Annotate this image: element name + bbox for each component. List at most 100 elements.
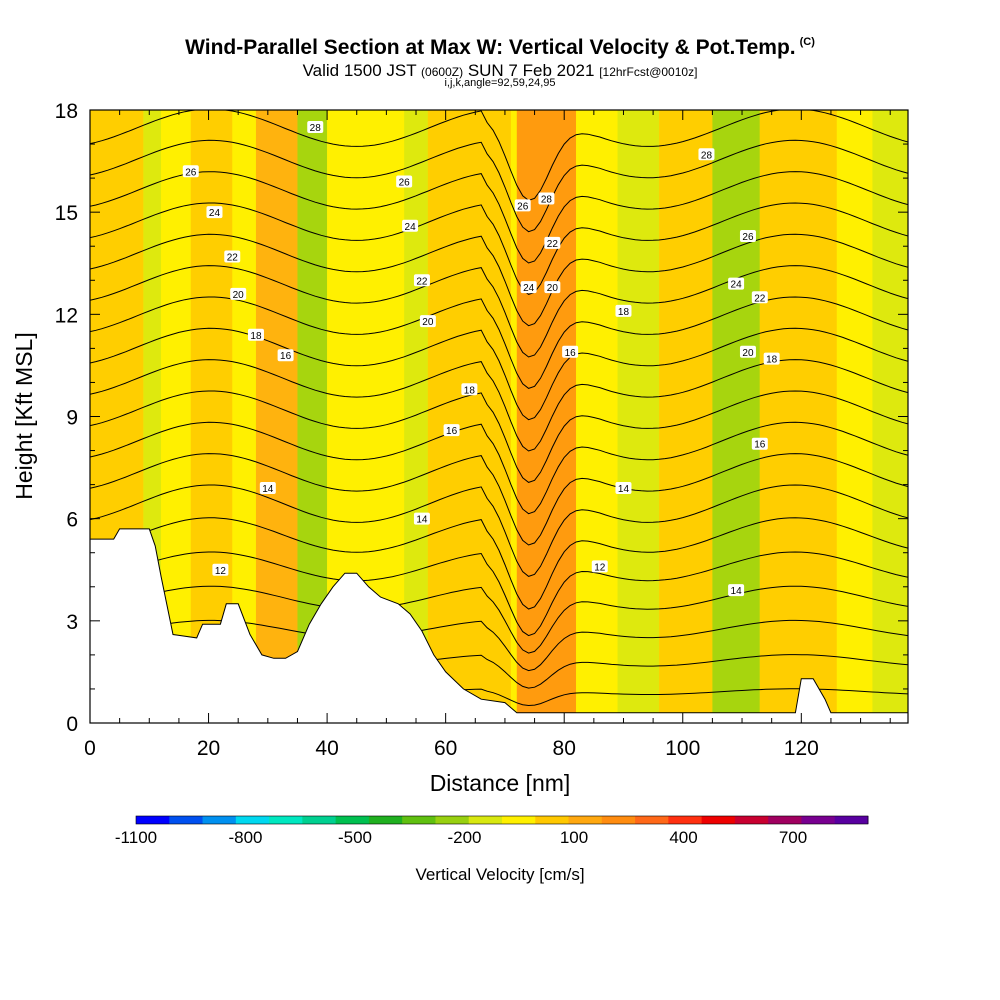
colorbar-swatch xyxy=(269,816,303,824)
isentrope-label: 16 xyxy=(443,424,460,437)
velocity-band xyxy=(427,110,511,723)
colorbar-swatch xyxy=(834,816,869,824)
isentrope-label: 24 xyxy=(520,281,537,294)
isentrope-label: 26 xyxy=(182,165,199,178)
isentrope-line xyxy=(90,453,908,546)
x-tick-label: 20 xyxy=(197,737,220,760)
isentrope-label: 14 xyxy=(259,482,276,495)
colorbar-tick-label: -1100 xyxy=(115,828,157,847)
axes-layer: 0 20 40 60 80 100 120 0 3 6 9 12 15 18 xyxy=(55,100,908,760)
colorbar-swatch xyxy=(601,816,636,824)
isentrope-label-text: 24 xyxy=(523,283,535,294)
isentrope-label: 12 xyxy=(212,563,229,577)
isentrope-line xyxy=(90,202,908,295)
chart-title-text: Wind-Parallel Section at Max W: Vertical… xyxy=(185,36,796,59)
isentrope-label: 14 xyxy=(615,482,632,495)
colorbar-tick-label: 700 xyxy=(779,828,807,847)
y-tick-label: 12 xyxy=(55,304,78,327)
isentrope-label-text: 12 xyxy=(594,562,606,573)
velocity-band xyxy=(516,110,577,723)
forecast-info: [12hrFcst@0010z] xyxy=(599,65,698,79)
isentrope-label: 24 xyxy=(728,277,745,291)
chart-subtitle: Valid 1500 JST (0600Z) SUN 7 Feb 2021 [1… xyxy=(0,61,1000,81)
isentrope-label: 28 xyxy=(538,192,555,206)
isentrope-label-text: 28 xyxy=(541,195,553,206)
isentrope-label-text: 12 xyxy=(215,566,227,577)
velocity-band xyxy=(712,110,760,723)
utc-time: (0600Z) xyxy=(421,65,464,79)
isentrope-label: 24 xyxy=(206,206,223,219)
colorbar-swatch xyxy=(734,816,769,824)
isentrope-label: 14 xyxy=(728,584,745,597)
isentrope-label-text: 28 xyxy=(310,123,322,134)
velocity-band xyxy=(255,110,298,723)
colorbar-swatch xyxy=(136,816,170,824)
isentrope-label-text: 22 xyxy=(227,252,239,263)
isentrope-label: 18 xyxy=(461,383,478,396)
isentrope-label: 20 xyxy=(544,281,561,294)
isentrope-label-text: 24 xyxy=(731,280,743,291)
isentrope-line xyxy=(90,171,908,264)
isentrope-label-text: 16 xyxy=(754,440,766,451)
y-tick-label: 15 xyxy=(55,202,78,225)
isentrope-line xyxy=(90,517,908,610)
x-axis-label: Distance [nm] xyxy=(430,770,571,796)
y-tick-label: 3 xyxy=(66,611,78,634)
colorbar-swatch xyxy=(169,816,204,824)
isentrope-label-text: 18 xyxy=(464,385,476,396)
isentrope-label-text: 16 xyxy=(280,351,292,362)
colorbar-swatch xyxy=(302,816,337,824)
velocity-band xyxy=(759,110,837,723)
isentrope-label-text: 18 xyxy=(618,307,630,318)
isentrope-label-text: 16 xyxy=(446,426,458,437)
isentrope-label-text: 26 xyxy=(185,167,197,178)
colorbar-swatch xyxy=(435,816,470,824)
chart-title: Wind-Parallel Section at Max W: Vertical… xyxy=(0,36,1000,60)
isentrope-label-text: 18 xyxy=(766,355,778,366)
isentrope-line xyxy=(90,585,908,654)
colorbar-swatch xyxy=(368,816,403,824)
colorbar-swatch xyxy=(402,816,436,824)
colorbar-swatch xyxy=(701,816,736,824)
isentrope-label-text: 14 xyxy=(731,586,743,597)
x-tick-label: 100 xyxy=(665,737,700,760)
isentrope-line xyxy=(90,484,908,577)
isentrope-label-text: 24 xyxy=(405,222,417,233)
isentrope-label-text: 14 xyxy=(416,515,428,526)
isentrope-line xyxy=(90,233,908,327)
isentrope-line xyxy=(90,327,908,421)
isentrope-label: 16 xyxy=(751,437,768,451)
colorbar-swatch xyxy=(335,816,370,824)
isentrope-label: 22 xyxy=(224,250,241,263)
colorbar-swatch xyxy=(468,816,503,824)
isentrope-label-text: 26 xyxy=(517,201,529,212)
isentrope-label: 24 xyxy=(402,219,419,233)
isentrope-label-text: 20 xyxy=(547,283,559,294)
isentrope-label-text: 22 xyxy=(754,293,766,304)
isentrope-label-text: 16 xyxy=(565,348,577,359)
isentrope-line xyxy=(90,296,908,389)
colorbar-swatch xyxy=(668,816,703,824)
y-tick-label: 9 xyxy=(66,407,78,430)
isentrope-label-text: 22 xyxy=(416,276,428,287)
y-tick-label: 0 xyxy=(66,713,78,736)
isentrope-label: 20 xyxy=(230,287,247,301)
colorbar-tick-label: 400 xyxy=(669,828,697,847)
isentrope-label: 22 xyxy=(544,236,561,250)
isentrope-label: 18 xyxy=(247,328,264,342)
colorbar-swatch xyxy=(535,816,570,824)
valid-time: Valid 1500 JST xyxy=(302,61,417,80)
isentrope-label: 28 xyxy=(307,121,324,134)
isentrope-label: 22 xyxy=(413,274,430,287)
isentrope-label: 14 xyxy=(413,512,430,526)
isentrope-label-text: 22 xyxy=(547,239,559,250)
colorbar: -1100 -800 -500 -200 100 400 700 xyxy=(115,815,869,847)
isentrope-line xyxy=(90,265,908,358)
velocity-band xyxy=(576,110,618,723)
terrain-profile xyxy=(90,528,908,723)
colorbar-swatch xyxy=(635,816,669,824)
isentrope-label-text: 20 xyxy=(422,317,434,328)
isentrope-label: 22 xyxy=(751,291,768,304)
colorbar-swatch xyxy=(768,816,802,824)
